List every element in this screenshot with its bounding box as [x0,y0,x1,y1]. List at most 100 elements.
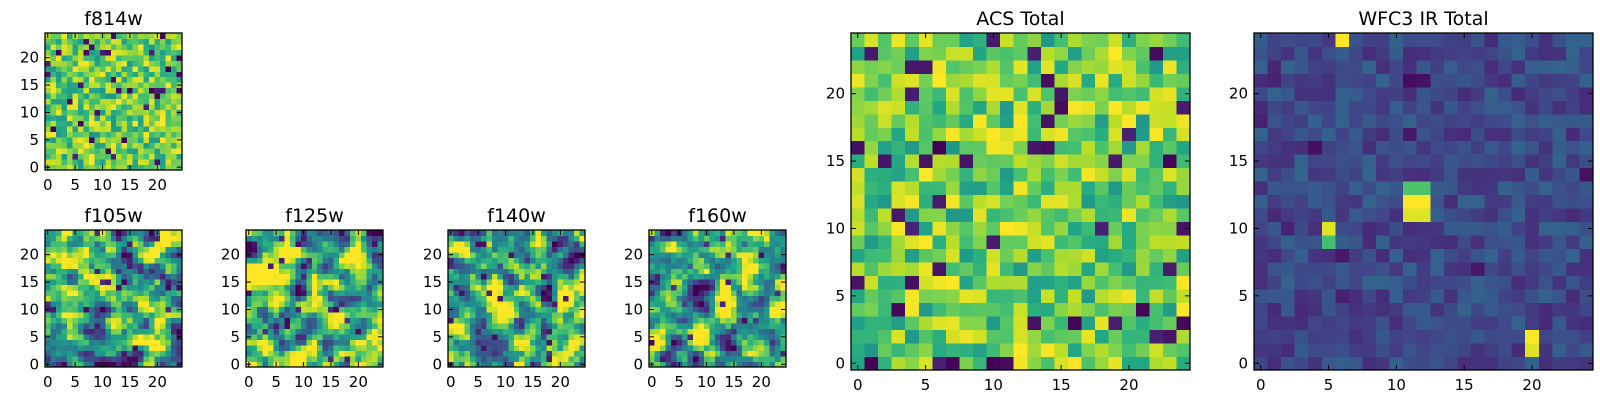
heatmap-cell [1054,59,1069,74]
heatmap-cell [1552,100,1567,115]
heatmap-cell [502,312,509,319]
heatmap-cell [1416,73,1431,88]
heatmap-cell [45,159,51,165]
heatmap-cell [300,339,307,346]
heatmap-cell [94,65,101,72]
heatmap-cell [1565,181,1580,196]
heatmap-cell [94,356,101,362]
heatmap-cell [1267,221,1282,236]
heatmap-cell [497,240,504,247]
heatmap-cell [453,290,460,297]
heatmap-cell [1552,154,1567,169]
heatmap-cell [918,127,933,142]
heatmap-cell [45,49,51,56]
heatmap-cell [154,295,161,302]
heatmap-cell [945,100,960,115]
heatmap-cell [1403,221,1418,236]
heatmap-cell [1552,86,1567,101]
heatmap-cell [709,328,716,335]
heatmap-cell [366,279,373,286]
heatmap-cell [45,246,51,253]
heatmap-cell [328,301,335,308]
heatmap-cell [692,284,699,291]
heatmap-cell [284,361,291,368]
heatmap-cell [88,43,95,50]
heatmap-cell [524,273,531,280]
heatmap-cell [99,126,106,133]
heatmap-cell [311,268,318,275]
heatmap-cell [932,33,947,47]
heatmap-cell [720,240,727,247]
heatmap-cell [541,273,548,280]
heatmap-cell [519,235,526,242]
heatmap-cell [491,334,498,340]
heatmap-cell [1430,113,1445,128]
heatmap-cell [731,323,738,330]
heatmap-cell [519,268,526,275]
heatmap-cell [333,246,340,253]
heatmap-cell [720,230,727,236]
heatmap-cell [322,268,329,275]
heatmap-cell [709,230,716,236]
heatmap-cell [480,235,487,242]
heatmap-cell [121,93,128,100]
heatmap-cell [1525,140,1540,155]
heatmap-cell [775,361,781,368]
heatmap-cell [535,290,542,297]
heatmap-cell [149,350,155,357]
heatmap-cell [317,312,324,319]
heatmap-cell [45,98,51,105]
heatmap-cell [110,251,117,258]
heatmap-cell [127,251,134,258]
heatmap-cell [121,312,128,319]
heatmap-cell [138,49,145,56]
heatmap-cell [55,317,62,324]
heatmap-cell [1362,100,1377,115]
heatmap-cell [1443,356,1458,371]
heatmap-cell [864,113,879,128]
heatmap-cell [747,328,754,335]
heatmap-cell [110,54,117,61]
heatmap-cell [742,230,749,236]
heatmap-cell [659,361,666,368]
heatmap-cell [1027,140,1042,155]
heatmap-cell [563,262,569,269]
heatmap-cell [262,240,269,247]
heatmap-cell [143,284,150,291]
heatmap-cell [714,356,721,362]
heatmap-cell [670,339,677,346]
heatmap-cell [132,251,139,258]
heatmap-cell [1176,356,1191,371]
heatmap-cell [317,334,324,340]
heatmap-cell [780,350,787,357]
heatmap-cell [45,317,51,324]
heatmap-cell [535,295,542,302]
heatmap-cell [878,221,893,236]
heatmap-cell [464,345,471,351]
heatmap-cell [448,339,454,346]
heatmap-cell [1552,33,1567,47]
heatmap-cell [1362,73,1377,88]
heatmap-cell [480,279,487,286]
heatmap-cell [1040,73,1055,88]
heatmap-cell [541,323,548,330]
heatmap-cell [154,279,161,286]
heatmap-cell [574,284,580,291]
heatmap-cell [687,334,694,340]
heatmap-cell [1579,356,1594,371]
heatmap-cell [775,284,781,291]
heatmap-cell [1565,262,1580,277]
heatmap-cell [372,317,378,324]
heatmap-cell [552,290,558,297]
heatmap-cell [1470,154,1485,169]
heatmap-cell [546,284,553,291]
heatmap-cell [1095,46,1110,61]
heatmap-cell [50,290,57,297]
heatmap-cell [361,273,367,280]
heatmap-cell [94,262,101,269]
heatmap-cell [681,230,688,236]
heatmap-cell [72,235,79,242]
heatmap-cell [736,251,743,258]
heatmap-cell [742,356,749,362]
